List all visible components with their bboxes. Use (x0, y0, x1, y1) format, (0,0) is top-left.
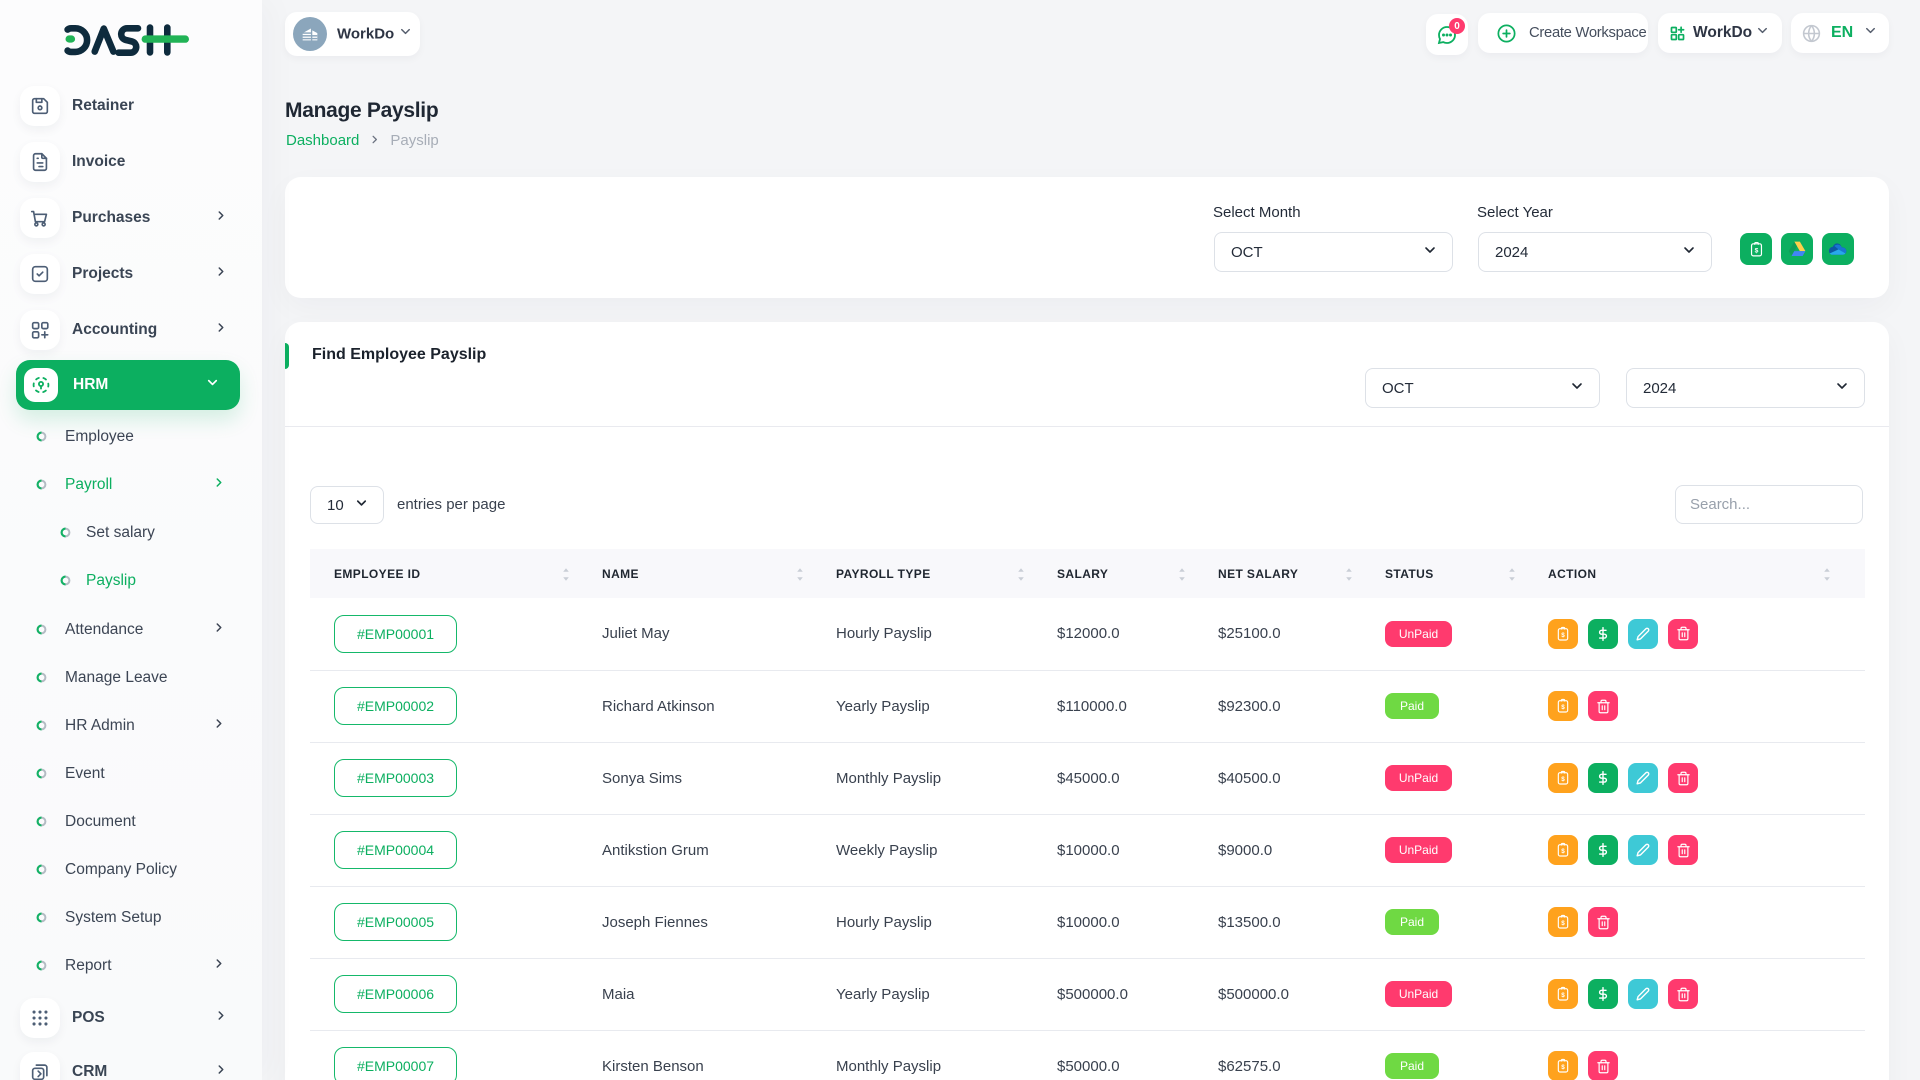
svg-text:$: $ (1561, 776, 1565, 783)
svg-text:$: $ (1561, 1064, 1565, 1071)
svg-text:$: $ (1561, 992, 1565, 999)
svg-text:$: $ (1561, 704, 1565, 711)
svg-text:$: $ (1561, 848, 1565, 855)
svg-text:$: $ (1561, 920, 1565, 927)
svg-text:$: $ (1754, 247, 1758, 254)
svg-text:$: $ (1561, 632, 1565, 639)
